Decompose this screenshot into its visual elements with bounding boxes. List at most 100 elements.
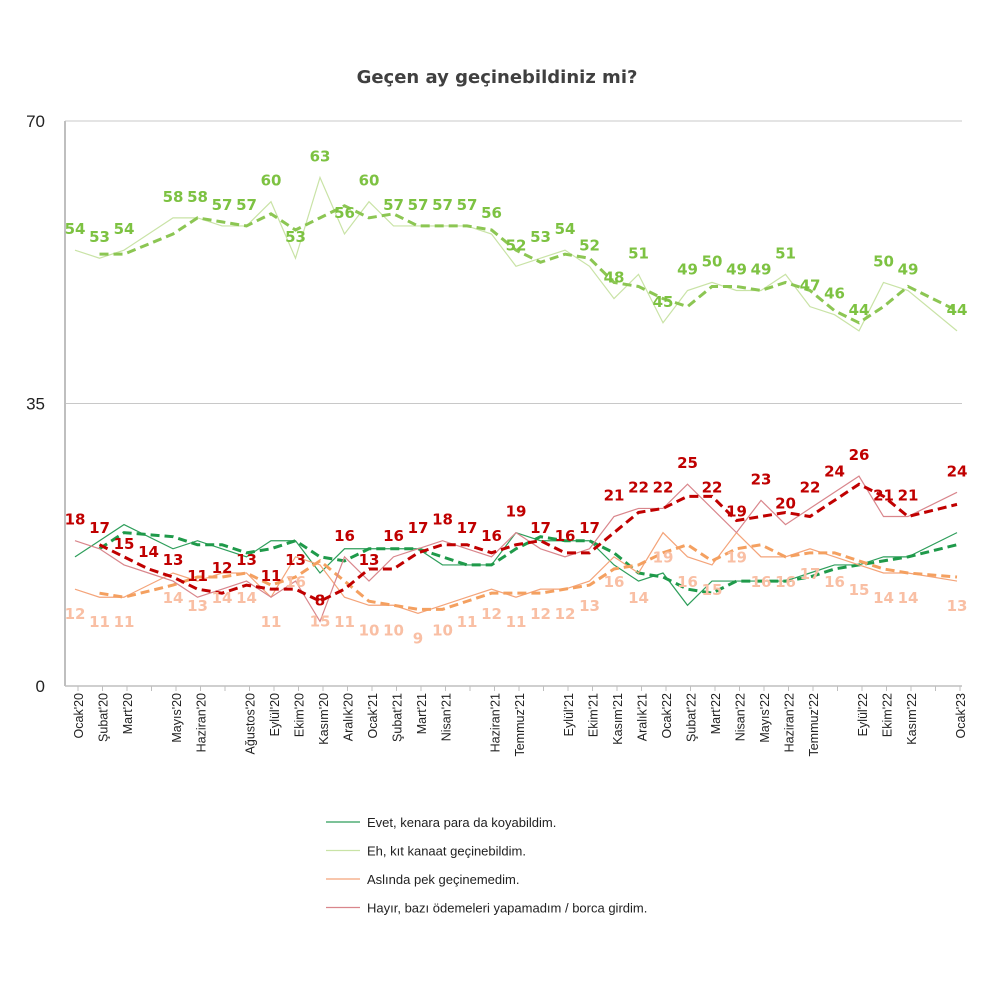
data-label: 57 <box>212 196 233 214</box>
data-label: 13 <box>359 551 380 569</box>
data-label: 22 <box>702 478 723 496</box>
x-tick-label: Ocak'22 <box>660 693 674 739</box>
x-tick-label: Şubat'20 <box>97 693 111 742</box>
data-label: 54 <box>114 220 135 238</box>
data-label: 17 <box>579 519 600 537</box>
data-label: 17 <box>800 565 821 583</box>
data-label: 53 <box>89 228 110 246</box>
data-label: 9 <box>413 629 423 647</box>
data-label: 12 <box>481 605 502 623</box>
data-label: 15 <box>114 535 135 553</box>
data-label: 13 <box>947 597 968 615</box>
data-label: 14 <box>873 589 894 607</box>
data-label: 57 <box>236 196 257 214</box>
data-label: 14 <box>236 589 257 607</box>
data-label: 11 <box>114 613 135 631</box>
data-label: 44 <box>849 301 870 319</box>
x-tick-label: Ekim'22 <box>881 693 895 737</box>
data-label: 54 <box>65 220 86 238</box>
data-label: 50 <box>702 252 723 270</box>
data-label: 10 <box>383 621 404 639</box>
data-label: 14 <box>212 589 233 607</box>
y-tick-label: 35 <box>26 395 45 414</box>
data-label: 24 <box>947 462 968 480</box>
x-tick-label: Mayıs'22 <box>758 693 772 743</box>
data-label: 22 <box>653 478 674 496</box>
legend-item: Eh, kıt kanaat geçinebildim. <box>326 844 526 859</box>
legend-item: Hayır, bazı ödemeleri yapamadım / borca … <box>326 901 647 916</box>
data-label: 11 <box>261 613 282 631</box>
data-label: 11 <box>261 567 282 585</box>
trendline <box>99 543 958 611</box>
x-tick-label: Aralık'21 <box>636 693 650 741</box>
data-label: 12 <box>65 605 86 623</box>
data-label: 11 <box>506 613 527 631</box>
data-label: 14 <box>163 589 184 607</box>
x-tick-label: Mayıs'20 <box>170 693 184 743</box>
data-label: 12 <box>530 605 551 623</box>
data-label: 13 <box>236 551 257 569</box>
data-label: 15 <box>702 581 723 599</box>
data-label: 26 <box>849 446 870 464</box>
x-tick-label: Ağustos'20 <box>244 693 258 755</box>
x-tick-label: Ekim'20 <box>293 693 307 737</box>
data-label: 52 <box>579 236 600 254</box>
legend-item: Evet, kenara para da koyabildim. <box>326 815 556 830</box>
x-tick-label: Kasım'22 <box>905 693 919 745</box>
data-label: 53 <box>285 228 306 246</box>
data-label: 19 <box>506 503 527 521</box>
legend-item: Aslında pek geçinemedim. <box>326 872 519 887</box>
data-label: 57 <box>408 196 429 214</box>
data-label: 44 <box>947 301 968 319</box>
x-tick-label: Ocak'20 <box>72 693 86 739</box>
x-tick-label: Mart'21 <box>415 693 429 734</box>
data-label: 16 <box>555 527 576 545</box>
x-tick-label: Kasım'20 <box>317 693 331 745</box>
data-label: 11 <box>334 613 355 631</box>
data-label: 16 <box>604 573 625 591</box>
data-label: 49 <box>898 261 919 279</box>
x-tick-label: Haziran'21 <box>489 693 503 752</box>
data-label: 17 <box>530 519 551 537</box>
data-label: 46 <box>824 285 845 303</box>
x-tick-label: Şubat'21 <box>391 693 405 742</box>
data-label: 48 <box>604 269 625 287</box>
data-label: 45 <box>653 293 674 311</box>
data-label: 24 <box>824 462 845 480</box>
data-label: 15 <box>849 581 870 599</box>
data-label: 11 <box>187 567 208 585</box>
data-label: 21 <box>873 487 894 505</box>
x-tick-label: Ekim'21 <box>587 693 601 737</box>
legend-label: Hayır, bazı ödemeleri yapamadım / borca … <box>367 901 647 916</box>
data-label: 18 <box>432 511 453 529</box>
data-label: 16 <box>677 573 698 591</box>
data-label: 11 <box>89 613 110 631</box>
data-label: 57 <box>457 196 478 214</box>
data-label: 8 <box>315 591 325 609</box>
data-label: 60 <box>359 172 380 190</box>
data-label: 16 <box>383 527 404 545</box>
legend-label: Evet, kenara para da koyabildim. <box>367 815 556 830</box>
data-label: 13 <box>163 551 184 569</box>
legend-label: Eh, kıt kanaat geçinebildim. <box>367 844 526 859</box>
data-label: 51 <box>628 244 649 262</box>
data-label: 16 <box>481 527 502 545</box>
data-label: 58 <box>187 188 208 206</box>
y-tick-label: 70 <box>26 112 45 131</box>
data-label: 58 <box>163 188 184 206</box>
data-label: 16 <box>334 527 355 545</box>
x-tick-label: Mart'20 <box>121 693 135 734</box>
series-line <box>74 523 958 607</box>
data-label: 12 <box>212 559 233 577</box>
data-label: 17 <box>408 519 429 537</box>
data-label: 12 <box>555 605 576 623</box>
x-tick-label: Temmuz'21 <box>513 693 527 757</box>
data-label: 54 <box>555 220 576 238</box>
data-label: 20 <box>775 495 796 513</box>
data-label: 16 <box>824 573 845 591</box>
data-label: 14 <box>898 589 919 607</box>
x-tick-label: Haziran'20 <box>195 693 209 752</box>
x-tick-label: Temmuz'22 <box>807 693 821 757</box>
data-label: 10 <box>432 621 453 639</box>
data-label: 49 <box>677 261 698 279</box>
